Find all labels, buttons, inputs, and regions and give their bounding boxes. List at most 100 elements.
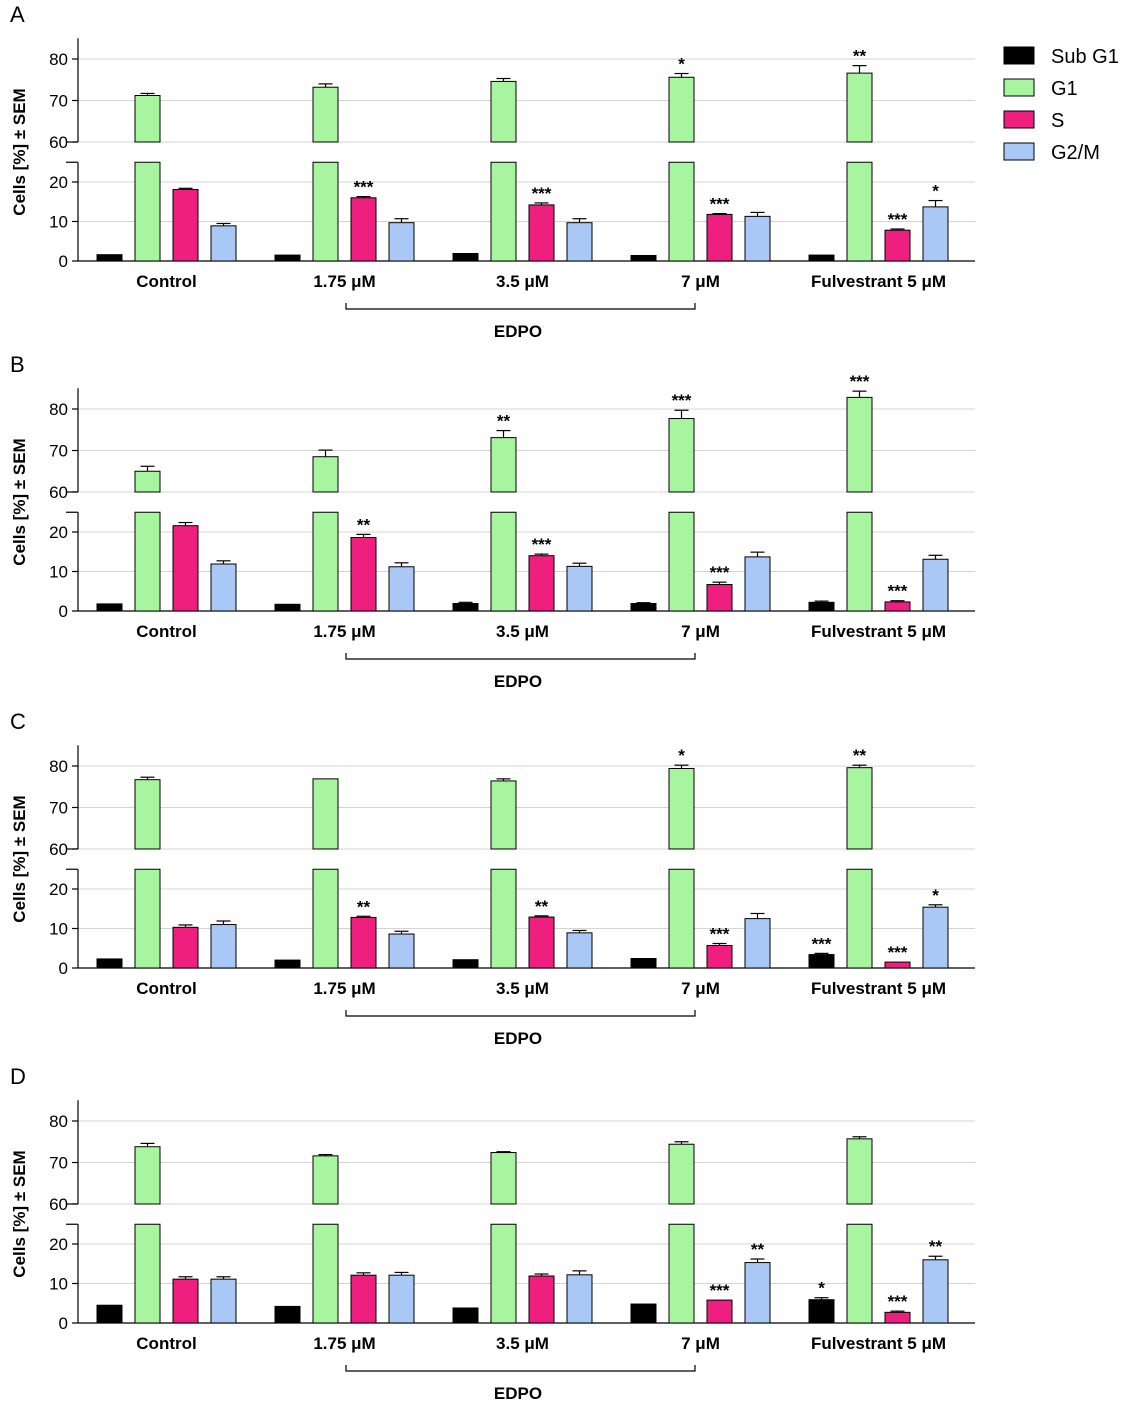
bar [706,584,733,612]
bar-upper-segment [134,1146,161,1205]
bar-sub-g1 [452,252,479,262]
bar [210,1278,237,1324]
bar [630,254,657,262]
bar-g2-m [388,218,415,262]
significance-label: *** [710,195,730,214]
bar-g1 [134,92,161,262]
bar-g1: ** [846,746,873,969]
bar-g1 [134,1142,161,1324]
bar [528,916,555,969]
bar [452,959,479,969]
y-tick-label: 80 [49,1112,68,1131]
bar [566,932,593,969]
bar-s: *** [706,563,733,612]
x-tick-label: Fulvestrant 5 μM [811,979,946,998]
bar-sub-g1 [274,603,301,612]
bar-g1: *** [668,391,695,612]
bar [566,565,593,612]
legend: Sub G1 G1 S G2/M [1003,46,1119,164]
bar-g2-m [922,554,949,612]
bar-sub-g1 [630,958,657,969]
legend-label: S [1051,110,1064,132]
bar [922,906,949,969]
bar-lower-segment [846,161,873,262]
panel-label: A [10,2,25,27]
bar [528,1275,555,1324]
y-tick-label: 10 [49,213,68,232]
significance-label: ** [357,515,371,534]
bar-upper-segment [846,72,873,143]
bar [566,1274,593,1324]
bar [528,204,555,262]
legend-swatch [1003,78,1035,97]
x-tick-label: Control [136,272,196,291]
bar-g1 [134,776,161,969]
bar [922,206,949,262]
bar-g2-m [388,930,415,969]
bar [96,1304,123,1324]
bar [884,1311,911,1324]
edpo-bracket [345,653,696,660]
bar-upper-segment [312,1155,339,1205]
significance-label: * [678,746,685,765]
bar [922,1259,949,1324]
x-tick-label: 1.75 μM [313,622,375,641]
bar-g1: * [668,55,695,262]
bar-s [172,924,199,969]
bar [884,961,911,969]
bar-g1 [846,1136,873,1324]
bar-lower-segment [668,1223,695,1324]
bar [528,555,555,612]
bar [210,563,237,612]
bar [744,556,771,612]
bar [274,254,301,262]
significance-label: * [932,886,939,905]
legend-label: G2/M [1051,142,1100,164]
bar-s: *** [706,1281,733,1324]
bar-g2-m: * [922,886,949,969]
y-tick-label: 60 [49,840,68,859]
bar [172,926,199,969]
bar-sub-g1 [808,254,835,262]
bar-s [172,521,199,612]
bar-sub-g1: * [808,1279,835,1324]
bar [172,525,199,612]
bar-sub-g1 [96,603,123,612]
bar-sub-g1 [96,1304,123,1324]
bar-lower-segment [134,161,161,262]
bar [96,958,123,969]
panel-label: C [10,709,26,734]
y-tick-label: 10 [49,1275,68,1294]
x-tick-label: Fulvestrant 5 μM [811,622,946,641]
bar-sub-g1 [452,601,479,612]
y-tick-label: 80 [49,757,68,776]
bar-upper-segment [134,95,161,143]
bar-lower-segment [134,511,161,612]
bar [172,189,199,262]
edpo-bracket [345,303,696,310]
bar-upper-segment [134,470,161,493]
bar [96,603,123,612]
significance-label: ** [357,897,371,916]
bar-upper-segment [490,780,517,850]
bar [808,1299,835,1324]
bar-upper-segment [668,767,695,850]
bar [744,1262,771,1324]
bar-g1 [490,1151,517,1324]
bar [706,213,733,262]
panel-label: B [10,352,25,377]
bar [274,1305,301,1324]
y-tick-label: 60 [49,1195,68,1214]
y-tick-label: 70 [49,92,68,111]
bar-lower-segment [134,1223,161,1324]
bar [630,602,657,612]
bar-s: *** [884,210,911,262]
legend-swatch [1003,142,1035,161]
bar-upper-segment [312,778,339,850]
bar [350,1274,377,1324]
bar-g2-m [566,1270,593,1324]
bar-upper-segment [490,80,517,143]
significance-label: * [932,182,939,201]
